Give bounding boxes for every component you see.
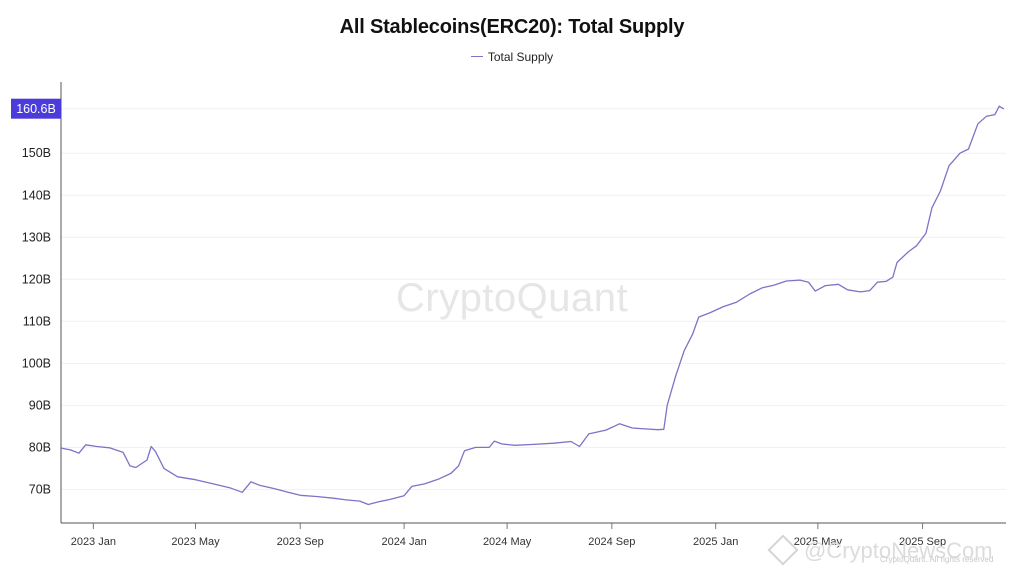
series-group	[61, 105, 1005, 506]
y-axis-ticks: 70B 80B 90B 100B 110B 120B 130B 140B 150B	[22, 146, 51, 496]
grid-lines	[61, 108, 1006, 490]
y-tick-label: 80B	[29, 440, 51, 454]
y-tick-label: 130B	[22, 230, 51, 244]
diamond-logo-icon	[767, 534, 799, 566]
y-tick-label: 90B	[29, 398, 51, 412]
x-tick-label: 2024 Sep	[588, 536, 635, 548]
x-tick-label: 2023 Jan	[71, 536, 116, 548]
x-tick-label: 2023 Sep	[277, 536, 324, 548]
axes	[60, 82, 1006, 524]
x-tick-label: 2023 May	[171, 536, 220, 548]
legend-label: Total Supply	[487, 50, 554, 64]
y-tick-label: 70B	[29, 482, 51, 496]
x-tick-label: 2025 Sep	[899, 536, 946, 548]
legend[interactable]: Total Supply	[0, 50, 1024, 64]
x-tick-label: 2024 May	[483, 536, 532, 548]
x-tick-label: 2025 Jan	[693, 536, 738, 548]
series-line-total-supply	[61, 105, 1005, 506]
x-axis-ticks: 2023 Jan 2023 May 2023 Sep 2024 Jan 2024 May…	[71, 523, 946, 548]
y-tick-label: 100B	[22, 356, 51, 370]
x-tick-label: 2025 May	[794, 536, 843, 548]
y-tick-label: 140B	[22, 188, 51, 202]
chart-title: All Stablecoins(ERC20): Total Supply	[339, 16, 685, 38]
credit-watermark: @CryptoNewsCom	[767, 534, 993, 566]
y-tick-label: 110B	[23, 314, 51, 328]
y-tick-label: 150B	[22, 146, 51, 160]
legend-swatch	[470, 56, 483, 58]
rights-text: CryptoQuant. All rights reserved	[880, 555, 994, 564]
last-value-marker: 160.6B	[11, 98, 61, 119]
credit-text: @CryptoNewsCom	[804, 538, 993, 563]
y-tick-label: 120B	[22, 272, 51, 286]
last-value-badge	[11, 98, 61, 119]
watermark: CryptoQuant	[395, 276, 629, 320]
last-value-label: 160.6B	[16, 102, 56, 116]
x-tick-label: 2024 Jan	[381, 536, 426, 548]
